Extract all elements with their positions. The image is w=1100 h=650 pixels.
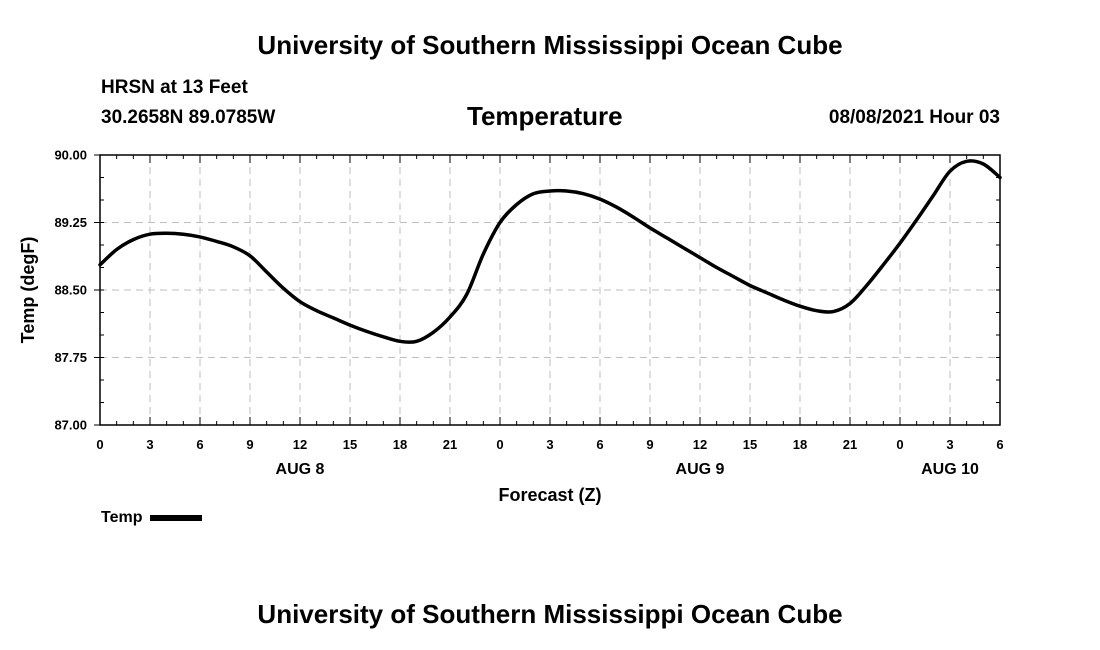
forecast-datetime: 08/08/2021 Hour 03 xyxy=(828,107,1000,128)
y-axis-label: Temp (degF) xyxy=(18,237,38,344)
plot-frame xyxy=(99,154,1001,426)
x-tick-label: 6 xyxy=(596,437,603,452)
x-tick-label: 3 xyxy=(146,437,153,452)
legend-line-swatch xyxy=(150,515,203,521)
x-tick-label: 15 xyxy=(743,437,757,452)
chart-legend: Temp xyxy=(101,509,203,527)
x-tick-label: 0 xyxy=(896,437,903,452)
tick-labels: 87.00 87.75 88.50 89.25 90.00 0 3 6 9 12 15 18 21 0 3 6… xyxy=(54,148,1003,479)
y-tick-label: 89.25 xyxy=(54,215,87,230)
x-tick-label: 18 xyxy=(393,437,407,452)
station-coordinates: 30.2658N 89.0785W xyxy=(101,107,276,128)
x-tick-label: 6 xyxy=(196,437,203,452)
x-tick-label: 3 xyxy=(946,437,953,452)
x-tick-label: 6 xyxy=(996,437,1003,452)
x-tick-label: 9 xyxy=(646,437,653,452)
x-tick-label: 15 xyxy=(343,437,357,452)
footer-title: University of Southern Mississippi Ocean… xyxy=(257,599,843,629)
chart-main-title: University of Southern Mississippi Ocean… xyxy=(257,30,843,60)
x-tick-label: 0 xyxy=(496,437,503,452)
x-tick-label: 18 xyxy=(793,437,807,452)
x-tick-label: 3 xyxy=(546,437,553,452)
grid-lines xyxy=(100,155,1000,425)
date-label: AUG 9 xyxy=(676,461,725,478)
date-label: AUG 10 xyxy=(921,461,979,478)
y-tick-label: 90.00 xyxy=(54,148,87,163)
x-axis-label: Forecast (Z) xyxy=(498,485,601,505)
y-tick-label: 88.50 xyxy=(54,283,87,298)
temp-series-line xyxy=(98,159,1002,344)
x-tick-label: 12 xyxy=(293,437,307,452)
chart-title: Temperature xyxy=(467,101,623,131)
x-tick-label: 21 xyxy=(443,437,457,452)
y-tick-label: 87.00 xyxy=(54,418,87,433)
x-tick-label: 9 xyxy=(246,437,253,452)
station-label: HRSN at 13 Feet xyxy=(101,77,248,98)
x-tick-label: 12 xyxy=(693,437,707,452)
x-tick-label: 21 xyxy=(843,437,857,452)
x-tick-label: 0 xyxy=(96,437,103,452)
y-tick-label: 87.75 xyxy=(54,350,87,365)
date-label: AUG 8 xyxy=(276,461,325,478)
legend-label: Temp xyxy=(101,509,143,526)
